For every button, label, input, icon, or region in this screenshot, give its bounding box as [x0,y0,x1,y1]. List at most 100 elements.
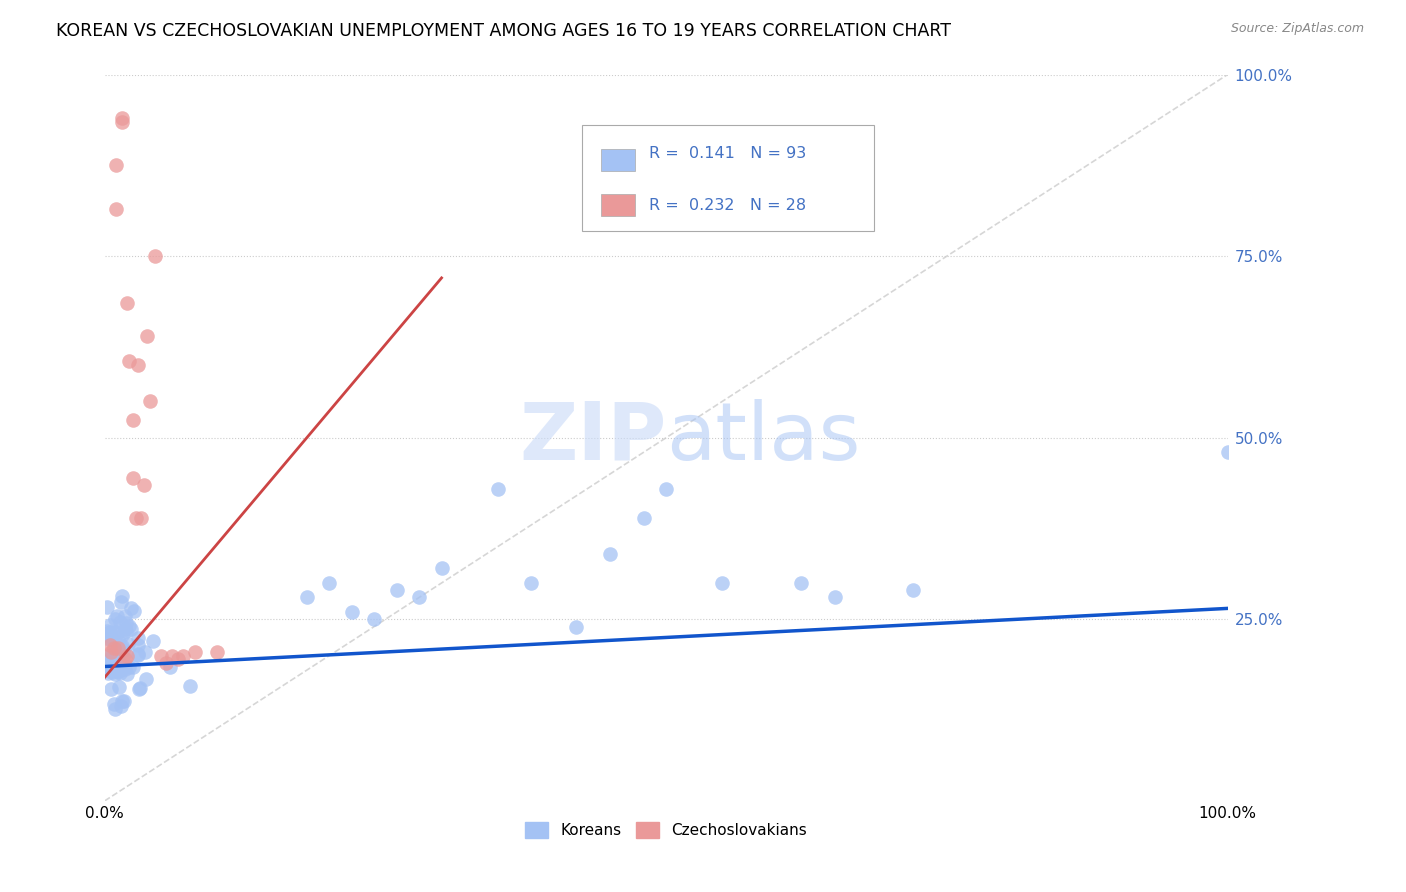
Text: R =  0.141   N = 93: R = 0.141 N = 93 [650,146,807,161]
Text: Source: ZipAtlas.com: Source: ZipAtlas.com [1230,22,1364,36]
Point [94,627,117,641]
Point [110,114,132,128]
Point [166,652,188,666]
Point [96,656,118,670]
Point [903,583,925,598]
Point [711,576,734,591]
Point [318,576,340,591]
Point [110,699,132,714]
Text: R =  0.232   N = 28: R = 0.232 N = 28 [650,198,807,213]
Point [824,591,846,605]
Text: KOREAN VS CZECHOSLOVAKIAN UNEMPLOYMENT AMONG AGES 16 TO 19 YEARS CORRELATION CHA: KOREAN VS CZECHOSLOVAKIAN UNEMPLOYMENT A… [56,22,952,40]
Point [655,482,678,496]
Point [97,649,120,664]
Point [111,694,134,708]
Point [430,561,453,575]
Point [134,645,156,659]
Point [155,656,177,670]
Point [205,645,228,659]
Point [295,591,318,605]
Point [121,660,143,674]
Point [101,657,124,671]
Point [111,642,134,657]
Point [127,648,149,663]
Point [128,681,150,696]
Point [111,657,134,672]
Point [486,482,509,496]
Point [96,624,118,639]
Point [633,510,655,524]
Point [363,612,385,626]
Point [122,604,145,618]
Point [183,645,205,659]
FancyBboxPatch shape [582,126,875,231]
Legend: Koreans, Czechoslovakians: Koreans, Czechoslovakians [519,816,814,844]
Point [101,654,124,668]
Point [110,595,132,609]
Point [120,622,142,636]
Point [127,358,149,372]
Point [790,576,813,591]
Bar [600,194,634,216]
Text: ZIP: ZIP [519,399,666,476]
Point [121,470,143,484]
Point [104,202,127,216]
Point [127,638,149,652]
Point [340,605,363,619]
Point [117,637,139,651]
Point [111,589,134,603]
Point [111,661,134,675]
Point [101,647,124,661]
Point [149,648,172,663]
Point [98,618,121,632]
Point [565,619,588,633]
Point [111,640,134,654]
Point [135,673,157,687]
Point [115,296,138,310]
Point [97,665,120,680]
Point [112,643,135,657]
Point [100,632,122,647]
Point [115,666,138,681]
Point [160,648,183,663]
Point [104,158,127,172]
Point [96,599,118,614]
Point [103,647,125,661]
Point [114,623,136,637]
Point [105,626,128,640]
Point [98,665,121,679]
Point [104,612,127,626]
Point [100,655,122,669]
Point [100,681,122,696]
Point [138,394,160,409]
Point [104,652,127,666]
Point [115,615,138,630]
Bar [600,149,634,171]
Point [101,665,124,679]
Point [408,591,430,605]
Point [112,694,135,708]
Point [100,651,122,665]
Point [107,609,129,624]
Point [103,697,125,711]
Point [114,609,136,624]
Point [118,619,141,633]
Point [98,659,121,673]
Point [385,583,408,598]
Point [104,625,127,640]
Point [142,633,165,648]
Point [159,660,181,674]
Point [136,329,159,343]
Point [114,662,136,676]
Point [108,615,131,629]
Point [1216,445,1239,459]
Point [107,634,129,648]
Point [118,354,141,368]
Point [97,626,120,640]
Point [143,249,166,263]
Point [111,648,134,663]
Point [172,648,194,663]
Point [114,624,136,639]
Point [112,660,135,674]
Point [114,652,136,666]
